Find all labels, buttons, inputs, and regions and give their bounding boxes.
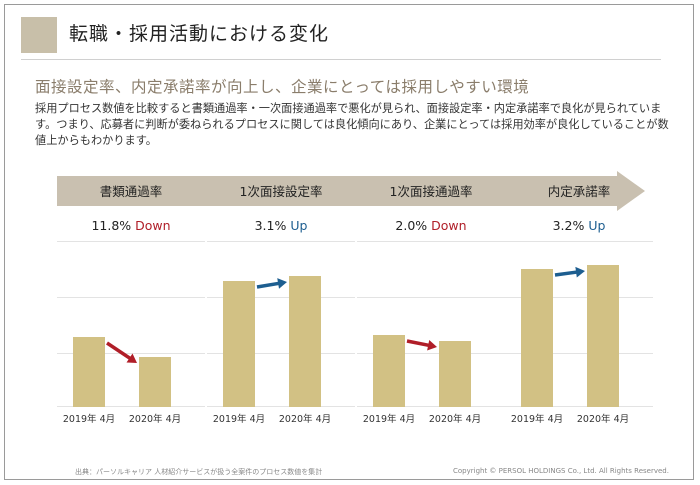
bar-2020 [289,276,321,407]
subtitle: 面接設定率、内定承諾率が向上し、企業にとっては採用しやすい環境 [35,78,530,96]
title-accent-square [21,17,57,53]
year-label: 2019年 4月 [62,414,116,425]
trend-arrow [256,278,287,289]
metric-change: 3.1% Up [207,218,355,233]
trend-arrow-head [277,278,287,289]
gridline [207,353,355,354]
gridline [505,241,653,242]
trend-arrow-head [126,353,137,363]
chart-panel [357,237,505,407]
chart-panel [57,237,205,407]
gridline [357,241,505,242]
slide: 転職・採用活動における変化 面接設定率、内定承諾率が向上し、企業にとっては採用し… [4,4,694,480]
gridline [57,241,205,242]
baseline [357,406,505,407]
process-arrow-band [57,171,645,211]
metric-change: 3.2% Up [505,218,653,233]
gridline [207,297,355,298]
metric-label: 書類通過率 [99,184,163,199]
metric-change: 2.0% Down [357,218,505,233]
change-value: 3.1% [254,218,291,233]
chart-panel [207,237,355,407]
baseline [505,406,653,407]
year-label: 2019年 4月 [212,414,266,425]
trend-arrow-head [575,266,585,278]
description-text: 採用プロセス数値を比較すると書類通過率・一次面接通過率で悪化が見られ、面接設定率… [35,102,669,147]
trend-arrow-shaft [106,341,132,361]
year-label: 2019年 4月 [362,414,416,425]
year-label: 2020年 4月 [576,414,630,425]
change-direction: Down [431,218,467,233]
metric-label: 1次面接設定率 [239,184,323,199]
bar-2020 [439,341,471,407]
gridline [357,297,505,298]
gridline [57,297,205,298]
process-arrow-shape [57,171,645,211]
year-label: 2020年 4月 [428,414,482,425]
metric-label: 内定承諾率 [547,184,611,199]
change-direction: Up [290,218,308,233]
page-title: 転職・採用活動における変化 [69,23,330,45]
bar-2019 [223,281,255,407]
trend-arrow-shaft [406,339,431,348]
metric-change: 11.8% Down [57,218,205,233]
bar-2019 [521,269,553,407]
trend-arrow [106,341,137,363]
bar-2020 [587,265,619,407]
trend-arrow-shaft [554,270,579,277]
footer-copyright: Copyright © PERSOL HOLDINGS Co., Ltd. Al… [453,467,669,475]
change-value: 3.2% [552,218,589,233]
gridline [505,353,653,354]
trend-arrow-shaft [256,281,281,289]
title-divider [21,59,661,60]
year-label: 2019年 4月 [510,414,564,425]
gridline [505,297,653,298]
change-value: 11.8% [91,218,136,233]
baseline [57,406,205,407]
change-value: 2.0% [395,218,432,233]
trend-arrow [406,339,437,351]
change-direction: Down [135,218,171,233]
year-label: 2020年 4月 [278,414,332,425]
trend-arrow [554,266,585,278]
bar-2019 [73,337,105,407]
bar-2020 [139,357,171,407]
gridline [57,353,205,354]
gridline [207,241,355,242]
baseline [207,406,355,407]
chart-panel [505,237,653,407]
footer-source: 出典：パーソルキャリア 人材紹介サービスが扱う全案件のプロセス数値を集計 [75,468,323,476]
trend-arrow-head [427,339,437,351]
gridline [357,353,505,354]
change-direction: Up [588,218,606,233]
metric-label: 1次面接通過率 [389,184,473,199]
year-label: 2020年 4月 [128,414,182,425]
bar-2019 [373,335,405,407]
